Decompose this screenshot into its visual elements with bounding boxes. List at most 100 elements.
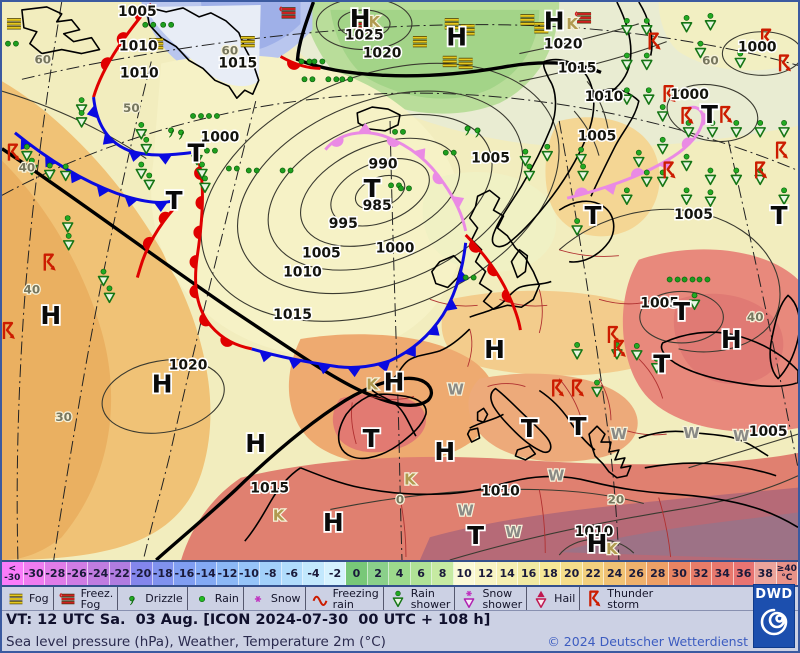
shower-icon [704, 167, 717, 186]
latlon-label: 60 [34, 52, 51, 66]
temperature-scale-bar: < -30 -30 -28 -26 -24 -22 -20 -18 -16 -14 -12 -10 -8-… [2, 560, 798, 587]
thunder-icon [589, 590, 601, 606]
thunder-icon [778, 54, 792, 72]
shower-icon [523, 163, 536, 182]
shower-icon [143, 172, 156, 191]
freezing-fog-icon [59, 592, 75, 604]
freezing-rain-icon [312, 595, 327, 606]
airmass-label: W [611, 425, 627, 443]
scale-cell: -24 [88, 562, 110, 585]
fog-icon [458, 57, 473, 70]
dwd-spiral-icon [760, 608, 788, 636]
scale-cell: -6 [281, 562, 304, 585]
cold-front [13, 131, 173, 204]
high-center: H [245, 429, 266, 458]
airmass-label: W [457, 501, 473, 519]
shower-icon [680, 187, 693, 205]
airmass-label: W [683, 424, 699, 442]
legend-label: Hail [554, 592, 576, 605]
high-center: H [721, 325, 742, 354]
rain-icon [160, 21, 175, 28]
fog-icon [444, 18, 459, 30]
fog-icon [442, 55, 457, 68]
thunder-icon [7, 143, 20, 161]
scale-cell: 10 [453, 562, 476, 585]
shower-icon [688, 292, 701, 311]
ffog-icon [351, 21, 369, 34]
fronts [13, 3, 713, 378]
shower-icon [680, 153, 693, 172]
high-center: H [484, 335, 505, 364]
shower-icon [730, 120, 743, 138]
airmass-label: W [447, 381, 463, 399]
low-center: T [673, 297, 690, 326]
scale-cell: 30 [668, 562, 691, 585]
scale-cell: -4 [303, 562, 325, 585]
scale-cell: 18 [539, 562, 562, 585]
scale-cell: 12 [475, 562, 497, 585]
shower-icon [640, 52, 653, 71]
coastlines [21, 2, 798, 542]
pressure-label: 1010 [120, 65, 159, 81]
scale-cell: 16 [518, 562, 540, 585]
airmass-label: K [273, 506, 285, 524]
hail-icon [535, 590, 547, 608]
hail-icon [535, 590, 547, 608]
scale-cell: -18 [152, 562, 175, 585]
dot-icon [198, 595, 205, 602]
pressure-label: 1005 [471, 151, 510, 167]
shower-icon [734, 50, 747, 69]
thunder-icon [613, 339, 626, 357]
fog-icon [520, 14, 535, 26]
shower-icon [140, 136, 153, 155]
thunder-icon [681, 106, 694, 124]
scale-cell: 8 [432, 562, 454, 585]
rain-icon [245, 167, 260, 174]
pressure-label: 1015 [218, 55, 257, 71]
latlon-label: 30 [55, 410, 72, 424]
rain-icon [442, 149, 457, 156]
scale-cell: 26 [625, 562, 648, 585]
temperature-field [2, 2, 798, 560]
occluded-front [324, 131, 468, 232]
low-center: T [363, 424, 380, 453]
rain-icon [298, 58, 313, 65]
legend-item-freezing-rain: Freezing rain [306, 587, 384, 610]
high-center: H [434, 437, 455, 466]
dwd-logo-text: DWD [755, 587, 793, 602]
ffog-icon [574, 11, 592, 24]
pressure-label: 1025 [345, 28, 384, 44]
shower-icon [43, 162, 56, 181]
scale-cell: 24 [604, 562, 626, 585]
rain-icon [311, 58, 326, 65]
pressure-label: 1005 [749, 424, 788, 440]
pressure-label: 1010 [119, 39, 158, 55]
low-center: T [521, 414, 538, 443]
shower-icon [621, 17, 633, 36]
grid-labels: 60 60 60 50 40 40 30 40 20 0 [17, 42, 764, 507]
rain-icon [190, 113, 204, 119]
snow-shower-icon [464, 590, 475, 608]
low-center: T [364, 174, 381, 203]
thunder-icon [571, 379, 585, 397]
fog-icon [9, 593, 23, 604]
shower-icon [706, 120, 719, 138]
scale-cell: ≥40 °C [776, 562, 798, 585]
pressure-label: 1015 [558, 60, 597, 76]
legend-item-snow: Snow [244, 587, 306, 610]
scale-cell: -2 [324, 562, 347, 585]
low-center: T [653, 350, 670, 379]
fog-icon [6, 18, 21, 30]
scale-cell: -22 [109, 562, 132, 585]
shower-icon [541, 143, 554, 162]
pressure-label: 985 [363, 198, 392, 214]
pressure-label: 1000 [670, 87, 709, 103]
fog-icon [412, 35, 427, 48]
scale-cell: 2 [367, 562, 390, 585]
airmass-label: W [733, 427, 749, 445]
shower-icon [631, 343, 643, 361]
low-center: T [771, 201, 788, 230]
